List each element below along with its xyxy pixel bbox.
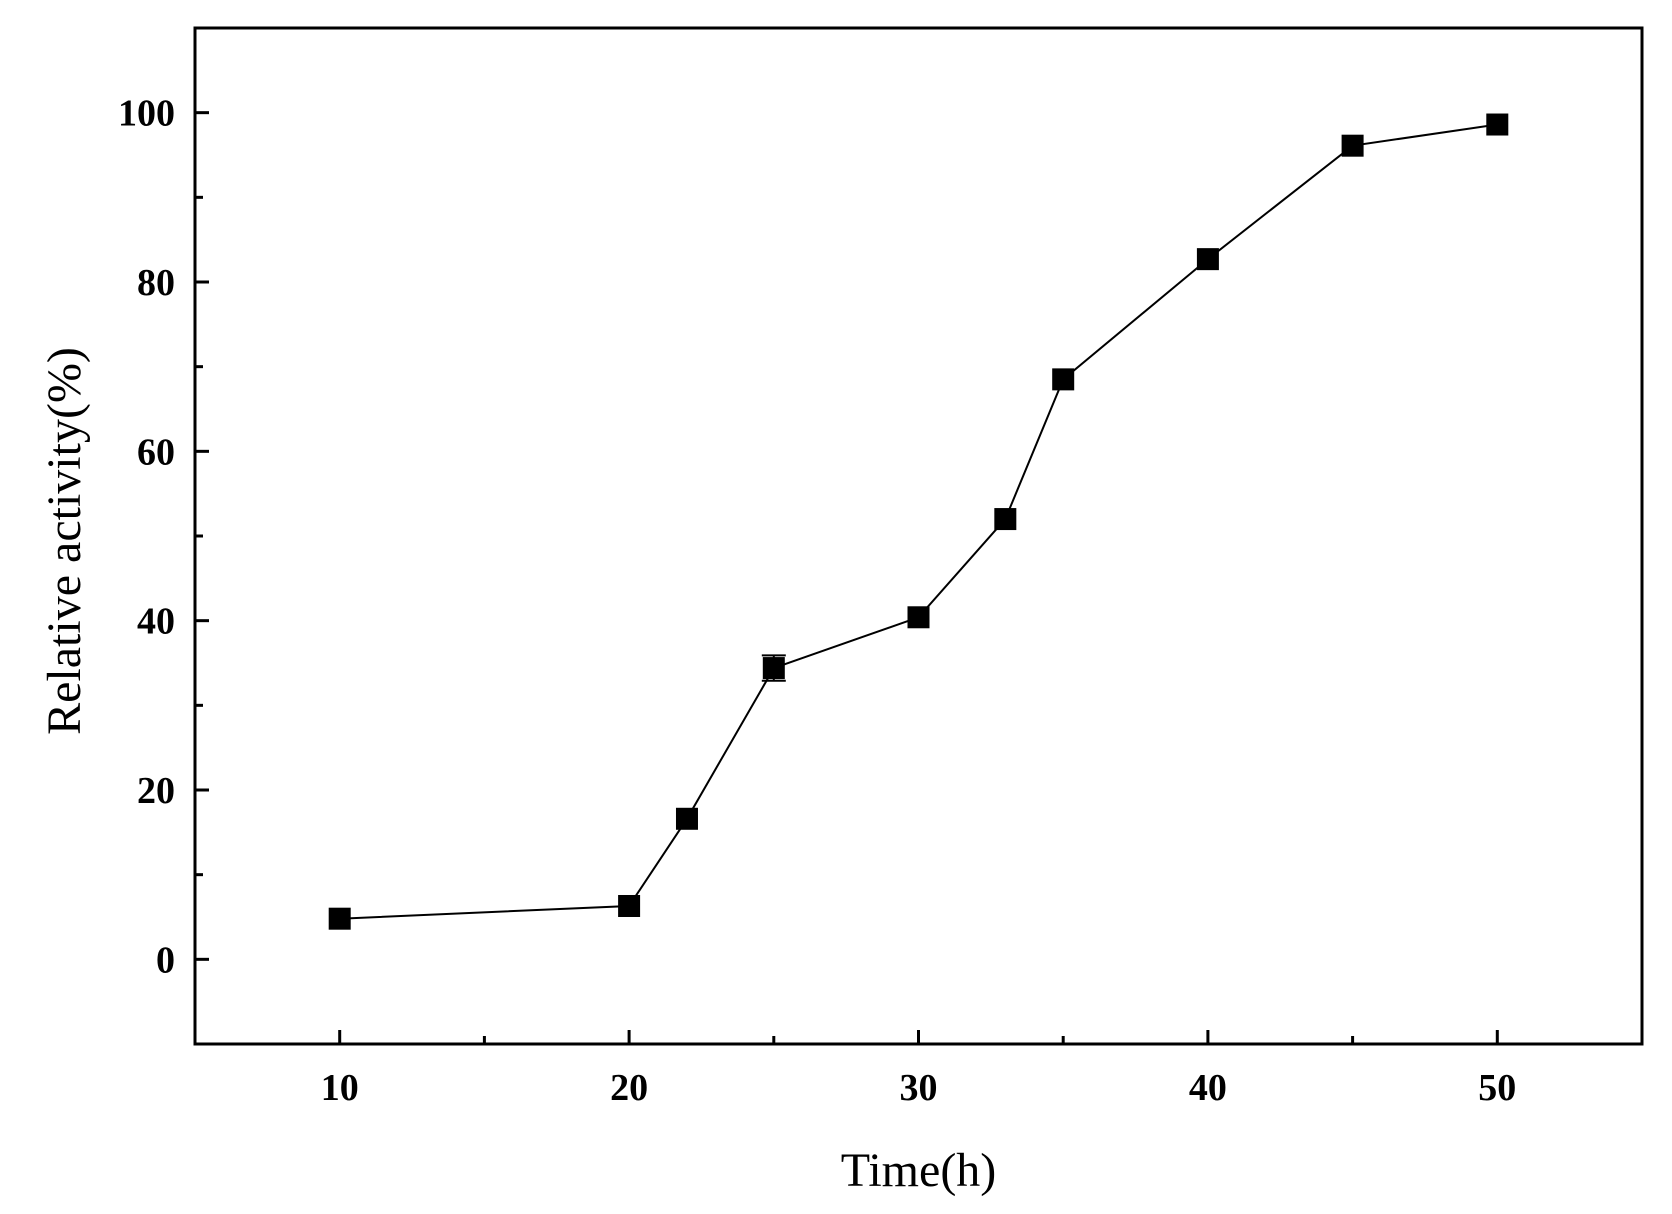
plot-frame bbox=[193, 26, 1644, 1046]
axis-ticks bbox=[195, 111, 1499, 1044]
x-tick-label: 50 bbox=[1478, 1067, 1516, 1109]
data-point bbox=[1486, 113, 1509, 136]
x-tick-label: 30 bbox=[900, 1067, 938, 1109]
y-tick-label: 100 bbox=[118, 93, 175, 135]
series-path bbox=[339, 123, 1498, 920]
x-axis-label: Time(h) bbox=[841, 1144, 997, 1197]
data-point bbox=[762, 657, 785, 680]
y-tick-label: 40 bbox=[137, 601, 175, 643]
tick-labels: 10 20 30 40 50 0 20 40 60 80 100 bbox=[118, 93, 1516, 1109]
data-point bbox=[328, 907, 351, 930]
y-tick-label: 80 bbox=[137, 262, 175, 304]
y-tick-label: 0 bbox=[156, 939, 175, 981]
x-tick-label: 40 bbox=[1189, 1067, 1227, 1109]
data-point bbox=[1196, 248, 1219, 271]
y-axis-label: Relative activity(%) bbox=[38, 347, 91, 735]
data-point bbox=[675, 807, 698, 830]
data-point bbox=[1052, 368, 1075, 391]
data-point bbox=[618, 894, 641, 917]
data-markers bbox=[328, 113, 1509, 930]
y-tick-label: 60 bbox=[137, 431, 175, 473]
data-point bbox=[994, 508, 1017, 531]
series-line bbox=[339, 123, 1498, 920]
y-tick-label: 20 bbox=[137, 770, 175, 812]
data-point bbox=[907, 606, 930, 629]
x-tick-label: 10 bbox=[321, 1067, 359, 1109]
data-point bbox=[1341, 134, 1364, 157]
x-tick-label: 20 bbox=[610, 1067, 648, 1109]
